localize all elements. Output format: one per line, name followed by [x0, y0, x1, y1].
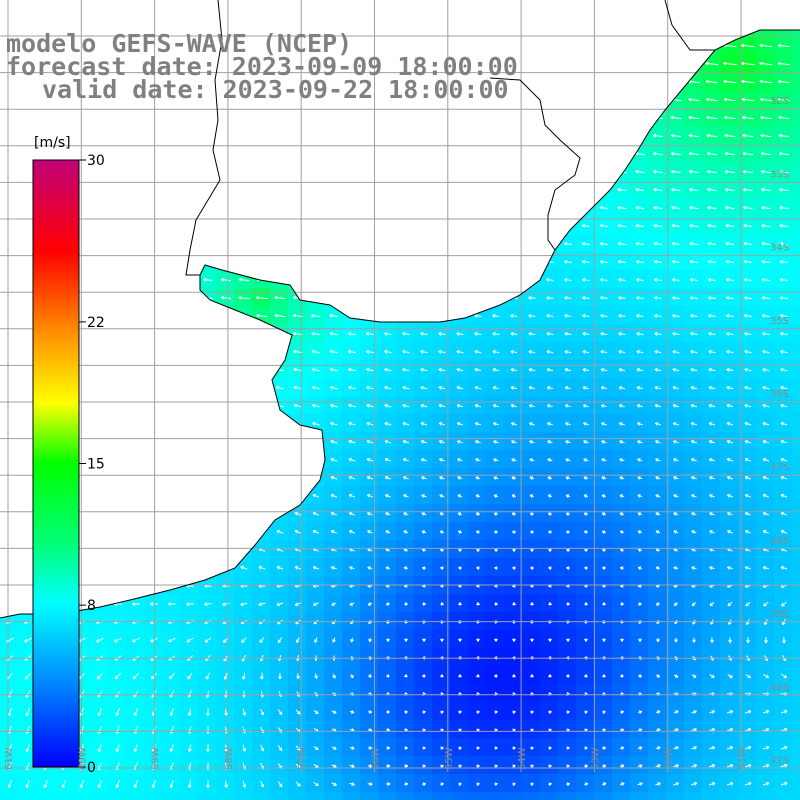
colorbar-gradient: [32, 159, 80, 768]
latitude-label: 34S: [770, 243, 789, 254]
latitude-label: 33S: [770, 169, 789, 180]
longitude-label: 59W: [151, 747, 162, 770]
longitude-label: 51W: [737, 747, 748, 770]
latitude-label: 36S: [770, 389, 789, 400]
longitude-label: 54W: [517, 747, 528, 770]
valid-date: valid date: 2023-09-22 18:00:00: [42, 75, 509, 104]
border-line-east: [489, 77, 581, 251]
latitude-label: 37S: [770, 463, 789, 474]
longitude-label: 52W: [664, 747, 675, 770]
coastline: [0, 29, 800, 619]
latitude-label: 35S: [770, 316, 789, 327]
longitude-label: 58W: [224, 747, 235, 770]
latitude-label: 40S: [770, 682, 789, 693]
latitude-label: 32S: [770, 96, 789, 107]
colorbar: [m/s] 30 22 15 8 0: [32, 135, 105, 776]
border-line: [185, 0, 223, 276]
latitude-label: 41S: [770, 756, 789, 767]
model-title: modelo GEFS-WAVE (NCEP): [6, 29, 352, 58]
longitude-label: 57W: [297, 747, 308, 770]
latitude-label: 39S: [770, 609, 789, 620]
colorbar-unit: [m/s]: [34, 135, 71, 151]
graticule: [0, 0, 800, 772]
colorbar-tick-label: 15: [87, 457, 105, 473]
longitude-label: 53W: [590, 747, 601, 770]
colorbar-tick-label: 30: [87, 153, 105, 169]
colorbar-tick-label: 8: [87, 598, 96, 614]
latitude-label: 38S: [770, 536, 789, 547]
graticule-labels: 32S 33S 34S 35S 36S 37S 38S 39S 40S 41S 61W 60W 59W 5…: [4, 96, 789, 770]
border-line-north: [664, 0, 715, 51]
colorbar-tick-label: 22: [87, 315, 105, 331]
forecast-date: forecast date: 2023-09-09 18:00:00: [6, 52, 518, 81]
longitude-label: 61W: [4, 747, 15, 770]
longitude-label: 56W: [371, 747, 382, 770]
colorbar-tick-label: 0: [87, 760, 96, 776]
longitude-label: 55W: [444, 747, 455, 770]
longitude-label: 60W: [77, 747, 88, 770]
